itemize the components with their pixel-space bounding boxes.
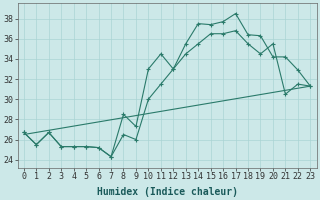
X-axis label: Humidex (Indice chaleur): Humidex (Indice chaleur) <box>97 186 237 197</box>
